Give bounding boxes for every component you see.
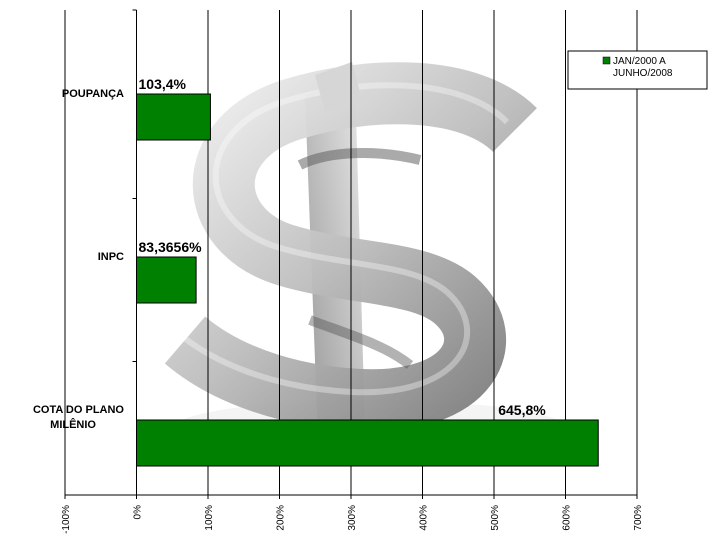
x-tick-label: 600% (562, 505, 573, 531)
legend-label-line-2: JUNHO/2008 (613, 68, 673, 79)
bars (136, 93, 599, 467)
legend-box (567, 50, 708, 90)
x-tick-label: 200% (276, 505, 287, 531)
legend-label-line-1: JAN/2000 A (613, 56, 666, 67)
category-label: COTA DO PLANO MILÊNIO (33, 404, 124, 431)
legend-swatch (602, 56, 611, 65)
x-tick-label: 100% (204, 505, 215, 531)
labels: 103,4% POUPANÇA 83,3656% INPC 645,8% COTA DO … (33, 76, 546, 431)
data-label: 103,4% (139, 76, 187, 92)
data-label: 83,3656% (139, 239, 203, 255)
gridlines (136, 10, 638, 495)
x-tick-label: -100% (61, 505, 72, 534)
bar (136, 256, 197, 304)
x-tick-label: 700% (633, 505, 644, 531)
x-tick-label: 300% (347, 505, 358, 531)
category-label: INPC (98, 251, 124, 263)
bar (136, 93, 211, 141)
legend: JAN/2000 A JUNHO/2008 (567, 50, 708, 90)
axes: -100% 0% 100% 200% 300% 400% 500% 600% 700% (61, 9, 644, 534)
dollar-sign-image (164, 62, 570, 460)
x-tick-label: 500% (490, 505, 501, 531)
x-tick-label: 0% (133, 505, 144, 520)
data-label: 645,8% (498, 402, 546, 418)
x-tick-label: 400% (419, 505, 430, 531)
category-label: POUPANÇA (62, 88, 124, 100)
bar (136, 419, 599, 467)
legend-label: JAN/2000 A JUNHO/2008 (613, 56, 673, 79)
